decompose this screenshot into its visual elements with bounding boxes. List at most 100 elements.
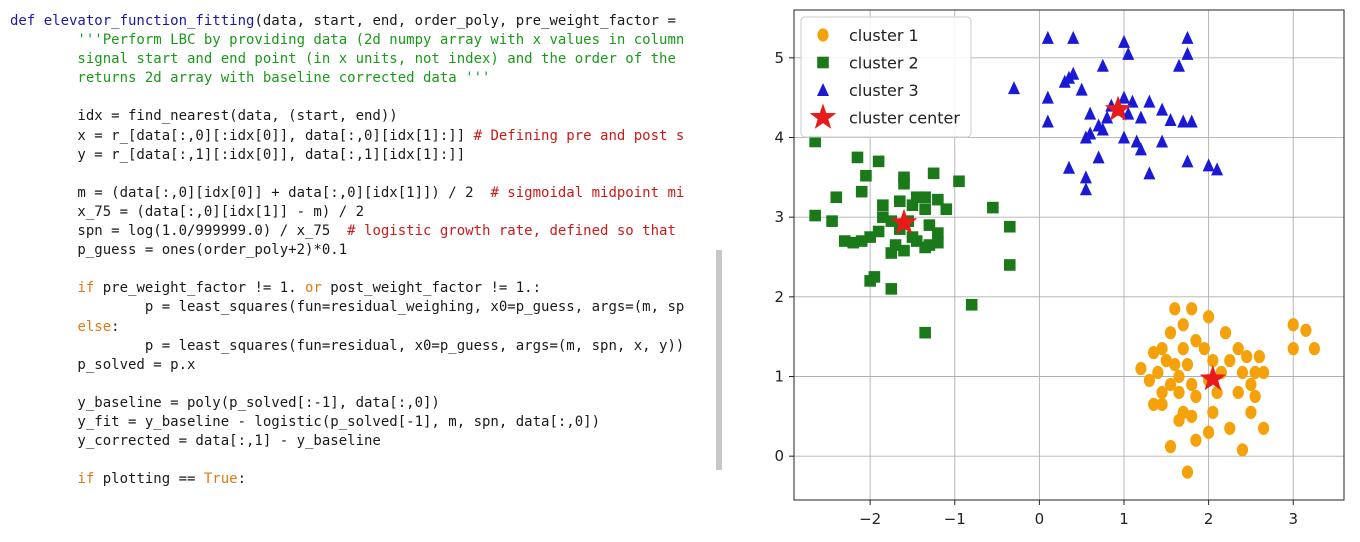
code-line — [10, 260, 684, 279]
legend-label: cluster center — [849, 109, 960, 128]
code-token: elevator_function_fitting — [43, 13, 255, 29]
x-tick-label: −1 — [944, 510, 966, 528]
data-point-circle — [1207, 405, 1219, 419]
x-tick-label: 1 — [1119, 510, 1129, 528]
data-point-square — [847, 236, 860, 249]
data-point-square — [826, 215, 838, 227]
data-point-triangle — [1181, 154, 1194, 168]
data-point-triangle — [1092, 150, 1105, 164]
data-point-square — [885, 247, 898, 259]
data-point-square — [906, 199, 919, 212]
data-point-triangle — [1143, 166, 1156, 180]
data-point-circle — [1245, 405, 1257, 419]
code-token: # Defining pre and post s — [473, 127, 685, 144]
code-token — [10, 471, 77, 487]
data-point-square — [932, 193, 944, 206]
data-point-triangle — [1096, 122, 1109, 136]
data-point-square — [885, 283, 898, 295]
data-point-triangle — [1202, 158, 1215, 172]
y-tick-label: 1 — [774, 368, 784, 386]
data-point-circle — [1156, 342, 1168, 356]
data-point-circle — [1224, 353, 1236, 368]
code-token: True — [203, 471, 238, 488]
code-token: # sigmoidal midpoint mi — [490, 184, 685, 201]
code-line: m = (data[:,0][idx[0]] + data[:,0][idx[1… — [10, 184, 684, 203]
legend-label: cluster 2 — [849, 54, 919, 73]
data-point-circle — [1258, 365, 1270, 380]
code-token: if — [77, 280, 95, 297]
data-point-circle — [1173, 385, 1185, 400]
data-point-triangle — [1181, 46, 1194, 60]
code-token: : — [237, 471, 247, 488]
data-point-circle — [1236, 443, 1249, 457]
data-point-triangle — [1079, 170, 1092, 184]
data-point-circle — [1219, 326, 1232, 340]
data-point-triangle — [1134, 142, 1147, 156]
code-line: def elevator_function_fitting(data, star… — [10, 12, 684, 31]
legend-box — [800, 16, 972, 138]
data-point-circle — [1173, 369, 1185, 384]
data-point-square — [830, 191, 843, 204]
data-point-star — [1104, 95, 1132, 121]
data-point-square — [932, 227, 944, 239]
code-line: p = least_squares(fun=residual_weighing,… — [10, 298, 684, 317]
code-editor[interactable]: def elevator_function_fitting(data, star… — [0, 0, 722, 490]
data-point-circle — [1164, 326, 1177, 340]
code-token: p = least_squares(fun=residual_weighing,… — [10, 299, 685, 316]
data-point-circle — [1164, 440, 1177, 454]
code-line: if pre_weight_factor != 1. or post_weigh… — [10, 279, 684, 298]
data-point-square — [838, 235, 851, 247]
data-point-square — [932, 236, 944, 249]
code-line — [10, 165, 684, 184]
data-point-square — [877, 211, 889, 223]
data-point-circle — [1169, 357, 1181, 372]
data-point-circle — [1253, 349, 1265, 364]
legend-marker-star — [809, 103, 837, 129]
y-tick-label: 5 — [774, 49, 784, 67]
data-point-triangle — [1156, 134, 1169, 148]
code-line: p_solved = p.x — [10, 356, 684, 375]
code-line: '''Perform LBC by providing data (2d num… — [10, 31, 684, 50]
data-point-triangle — [1079, 130, 1092, 144]
data-points — [809, 30, 1320, 479]
code-line: p_guess = ones(order_poly+2)*0.1 — [10, 241, 684, 260]
data-point-circle — [1156, 397, 1168, 411]
data-point-square — [919, 241, 931, 254]
data-point-triangle — [1058, 74, 1071, 88]
data-point-triangle — [1041, 90, 1054, 104]
code-line: y_fit = y_baseline - logistic(p_solved[-… — [10, 413, 684, 432]
data-point-triangle — [1134, 110, 1147, 124]
data-point-circle — [1148, 346, 1160, 360]
data-point-circle — [1249, 389, 1261, 404]
data-point-circle — [1181, 357, 1194, 372]
data-point-circle — [1232, 385, 1244, 400]
y-tick-label: 0 — [774, 447, 784, 465]
code-token: plotting == — [94, 471, 204, 488]
data-point-square — [1003, 220, 1016, 233]
data-point-circle — [1190, 389, 1202, 404]
data-point-circle — [1190, 334, 1202, 348]
scrollbar-track[interactable] — [716, 250, 722, 470]
x-tick-label: 2 — [1204, 510, 1214, 528]
data-point-triangle — [1211, 162, 1224, 176]
code-text: def elevator_function_fitting(data, star… — [10, 12, 684, 489]
code-token: if — [77, 471, 95, 488]
code-line: p = least_squares(fun=residual, x0=p_gue… — [10, 337, 684, 356]
data-point-square — [919, 203, 931, 215]
scrollbar-thumb[interactable] — [716, 250, 722, 470]
data-point-square — [872, 225, 885, 238]
legend-marker-circle — [817, 28, 829, 42]
x-tick-label: 0 — [1035, 510, 1045, 528]
code-token: x = r_[data[:,0][:idx[0]], data[:,0][idx… — [10, 127, 474, 144]
data-point-circle — [1186, 409, 1198, 423]
code-token: p_solved = p.x — [10, 356, 196, 373]
data-point-circle — [1164, 377, 1177, 392]
data-point-circle — [1232, 342, 1244, 356]
data-point-circle — [1186, 377, 1198, 392]
data-point-triangle — [1041, 30, 1054, 44]
data-point-circle — [1198, 342, 1210, 356]
y-tick-label: 3 — [774, 208, 784, 226]
data-point-star — [890, 208, 918, 235]
legend-label: cluster 1 — [849, 26, 919, 45]
